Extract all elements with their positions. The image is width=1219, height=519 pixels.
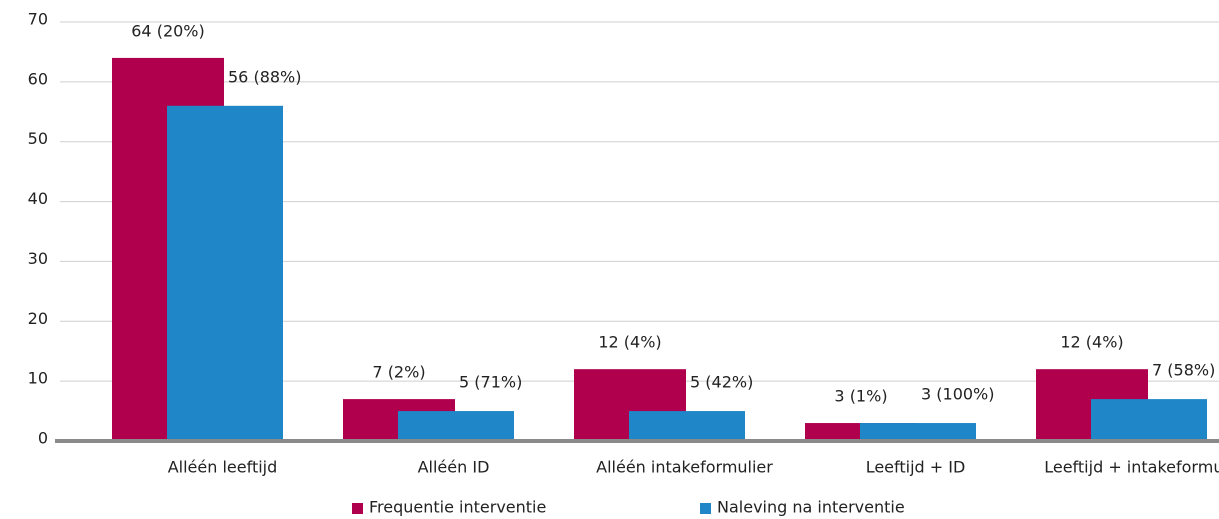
legend-swatch	[352, 503, 363, 514]
x-tick-label: Alléén ID	[418, 458, 490, 477]
value-label: 3 (1%)	[834, 387, 887, 406]
value-label: 5 (71%)	[459, 373, 522, 392]
value-label: 56 (88%)	[228, 67, 302, 86]
y-tick-label: 50	[28, 129, 48, 148]
legend-label: Frequentie interventie	[369, 498, 546, 517]
value-label: 12 (4%)	[598, 333, 661, 352]
value-label: 12 (4%)	[1060, 333, 1123, 352]
y-tick-label: 40	[28, 189, 48, 208]
value-label: 64 (20%)	[131, 21, 205, 40]
bar	[398, 411, 514, 441]
y-tick-label: 60	[28, 69, 48, 88]
bar	[1091, 399, 1207, 441]
bar	[860, 423, 976, 441]
x-tick-label: Leeftijd + ID	[866, 458, 966, 477]
value-label: 5 (42%)	[690, 373, 753, 392]
value-label: 7 (2%)	[372, 363, 425, 382]
x-tick-label: Alléén leeftijd	[168, 458, 278, 477]
value-label: 3 (100%)	[921, 385, 995, 404]
y-tick-label: 20	[28, 309, 48, 328]
bar	[167, 105, 283, 442]
x-tick-label: Alléén intakeformulier	[596, 458, 773, 477]
legend-swatch	[700, 503, 711, 514]
y-tick-label: 70	[28, 10, 48, 29]
legend-label: Naleving na interventie	[717, 498, 905, 517]
x-tick-label: Leeftijd + intakeformulier	[1044, 458, 1219, 477]
value-label: 7 (58%)	[1152, 361, 1215, 380]
bar	[629, 411, 745, 441]
y-tick-label: 0	[38, 429, 48, 448]
y-tick-label: 30	[28, 249, 48, 268]
y-tick-label: 10	[28, 369, 48, 388]
